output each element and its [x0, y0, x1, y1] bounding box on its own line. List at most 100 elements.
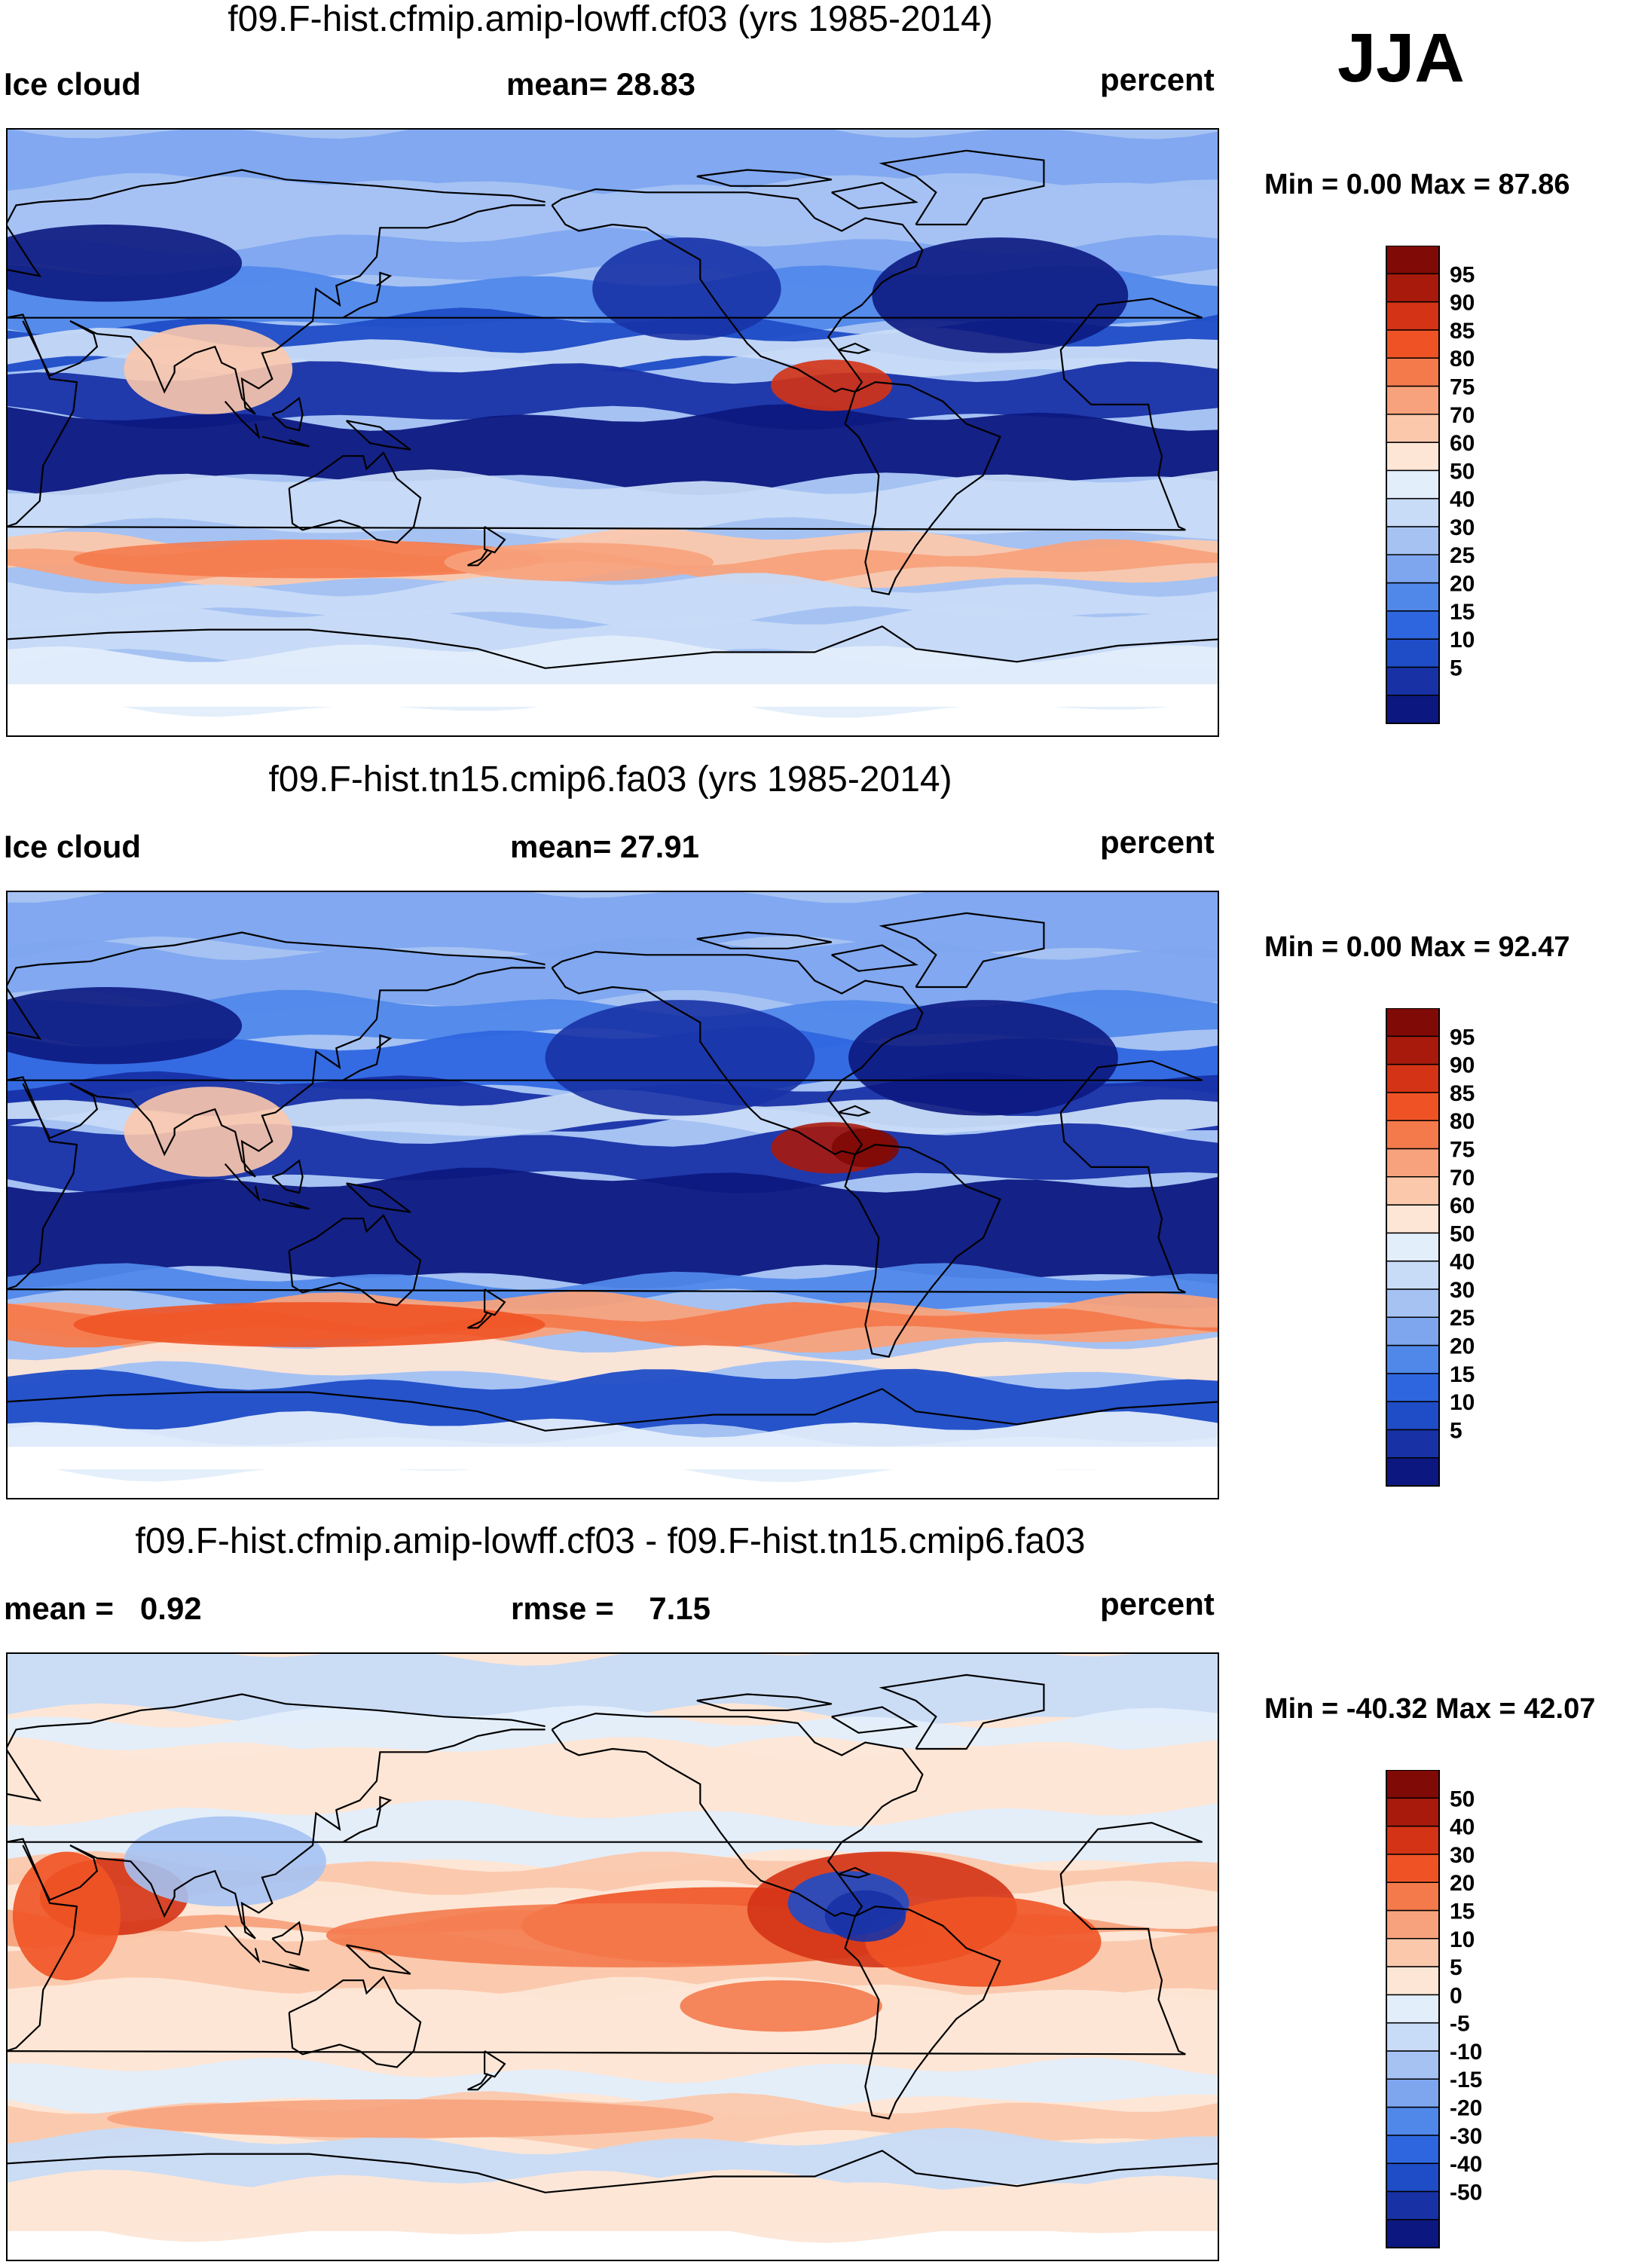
- colorbar-3-tick-label: 10: [1450, 1927, 1475, 1952]
- colorbar-1-box-6: [1386, 526, 1440, 555]
- colorbar-2-box-9: [1386, 1204, 1440, 1234]
- colorbar-2-box-0: [1386, 1456, 1440, 1487]
- map-2-contour-blob: [848, 1000, 1118, 1116]
- map-3-contour-band: [6, 2170, 1219, 2243]
- map-3-coastline: [6, 1821, 1203, 2056]
- map-3-contour-blob: [124, 1816, 326, 1907]
- map-2-coastline: [831, 944, 918, 972]
- colorbar-2-tick-label: 20: [1450, 1334, 1475, 1359]
- map-2-contour-blob: [124, 1087, 293, 1177]
- colorbar-3-box-4: [1386, 2106, 1440, 2136]
- panel-1-title: f09.F-hist.cfmip.amip-lowff.cf03 (yrs 19…: [228, 0, 993, 39]
- colorbar-3-box-0: [1386, 2218, 1440, 2248]
- map-1-coastline: [467, 549, 492, 567]
- colorbar-1-box-5: [1386, 554, 1440, 584]
- colorbar-1-box-15: [1386, 273, 1440, 303]
- map-2-contour-blob: [73, 1302, 546, 1347]
- colorbar-2-tick-label: 10: [1450, 1390, 1475, 1415]
- panel-3-units: percent: [1100, 1586, 1215, 1622]
- colorbar-1-box-14: [1386, 301, 1440, 331]
- map-2-coastline: [844, 1143, 1001, 1358]
- colorbar-3-tick-label: 50: [1450, 1787, 1475, 1811]
- colorbar-2-box-1: [1386, 1429, 1440, 1459]
- map-2-contour-blob: [545, 1000, 815, 1116]
- map-1-contour-blob: [771, 359, 893, 411]
- season-label: JJA: [1337, 20, 1465, 96]
- map-3-contour-blob: [107, 2099, 714, 2138]
- map-2-coastline: [224, 1163, 261, 1203]
- colorbar-3-box-5: [1386, 2078, 1440, 2108]
- colorbar-2-tick-label: 5: [1450, 1418, 1462, 1443]
- map-3-coastline: [879, 1673, 1045, 1750]
- colorbar-1-tick-label: 5: [1450, 656, 1462, 680]
- colorbar-3-box-3: [1386, 2135, 1440, 2164]
- colorbar-3-tick-label: -40: [1450, 2152, 1482, 2177]
- map-2-coastline: [6, 1388, 1219, 1432]
- map-1-contour-blob: [73, 539, 546, 579]
- colorbar-2-box-13: [1386, 1092, 1440, 1121]
- colorbar-3-tick-label: 40: [1450, 1815, 1475, 1840]
- map-3-coastline: [551, 1712, 924, 1918]
- colorbar-1-tick-label: 10: [1450, 628, 1475, 653]
- colorbar-2-box-14: [1386, 1063, 1440, 1093]
- colorbar-3-box-15: [1386, 1797, 1440, 1827]
- map-1-field: [6, 128, 1219, 718]
- colorbar-2-tick-label: 70: [1450, 1166, 1475, 1191]
- colorbar-2-tick-label: 85: [1450, 1081, 1475, 1106]
- colorbar-2-tick-label: 80: [1450, 1109, 1475, 1134]
- colorbar-3-box-8: [1386, 1994, 1440, 2024]
- colorbar-2-tick-label: 40: [1450, 1250, 1475, 1275]
- colorbar-1-tick-label: 40: [1450, 488, 1475, 512]
- map-2-coastline: [6, 1076, 78, 1291]
- map-3-coastline: [483, 2050, 506, 2078]
- map-3-coastline: [467, 2073, 492, 2091]
- panel-2-title: f09.F-hist.tn15.cmip6.fa03 (yrs 1985-201…: [268, 760, 952, 799]
- map-3-coastline: [288, 1976, 422, 2068]
- colorbar-3-box-6: [1386, 2050, 1440, 2080]
- map-1-missing-data: [6, 684, 1219, 707]
- map-2-coastline: [879, 912, 1045, 989]
- colorbar-2-box-7: [1386, 1260, 1440, 1290]
- colorbar-2-box-16: [1386, 1008, 1440, 1038]
- panel-2-minmax: Min = 0.00 Max = 92.47: [1264, 931, 1570, 963]
- colorbar-1-box-8: [1386, 469, 1440, 500]
- colorbar-1-tick-label: 60: [1450, 431, 1475, 456]
- map-2-coastline: [6, 1059, 1203, 1294]
- panel-3-map: [6, 1652, 1219, 2261]
- colorbar-3-tick-label: -15: [1450, 2068, 1482, 2092]
- colorbar-1-tick-label: 80: [1450, 347, 1475, 371]
- colorbar-1-tick-label: 20: [1450, 572, 1475, 597]
- colorbar-3-tick-label: -10: [1450, 2040, 1482, 2065]
- map-1-contour-band: [6, 361, 1219, 430]
- map-1-contour-band: [6, 469, 1219, 541]
- map-1-contour-blob: [124, 324, 293, 414]
- map-3-contour-blob: [12, 1851, 121, 1981]
- colorbar-3-tick-label: -5: [1450, 2012, 1470, 2037]
- colorbar-2-box-15: [1386, 1035, 1440, 1065]
- colorbar-2-box-10: [1386, 1176, 1440, 1206]
- map-1-coastline: [6, 625, 1219, 669]
- colorbar-1-tick-label: 15: [1450, 600, 1475, 625]
- map-2-coastline: [345, 1182, 411, 1213]
- map-3-contour-band: [6, 1652, 1219, 1725]
- colorbar-3-box-13: [1386, 1854, 1440, 1883]
- map-3-contour-band: [6, 1705, 1219, 1761]
- colorbar-3-box-11: [1386, 1909, 1440, 1939]
- map-1-frame: [6, 128, 1219, 737]
- map-3-coastline: [6, 1838, 78, 2053]
- map-3-frame: [6, 1652, 1219, 2261]
- colorbar-3-box-9: [1386, 1966, 1440, 1996]
- map-1-coastline: [6, 297, 1203, 531]
- colorbar-2-tick-label: 50: [1450, 1221, 1475, 1246]
- map-1-contour-blob: [444, 543, 714, 582]
- panel-2-map: [6, 891, 1219, 1499]
- panel-1-units: percent: [1100, 62, 1215, 97]
- colorbar-1-box-7: [1386, 497, 1440, 527]
- colorbar-2-tick-label: 15: [1450, 1362, 1475, 1387]
- colorbar-3-box-1: [1386, 2190, 1440, 2221]
- map-3-coastlines: [6, 1673, 1219, 2193]
- map-1-coastline: [261, 436, 310, 448]
- colorbar-2-box-4: [1386, 1344, 1440, 1374]
- map-2-coastline: [342, 1034, 393, 1081]
- colorbar-3-box-12: [1386, 1881, 1440, 1912]
